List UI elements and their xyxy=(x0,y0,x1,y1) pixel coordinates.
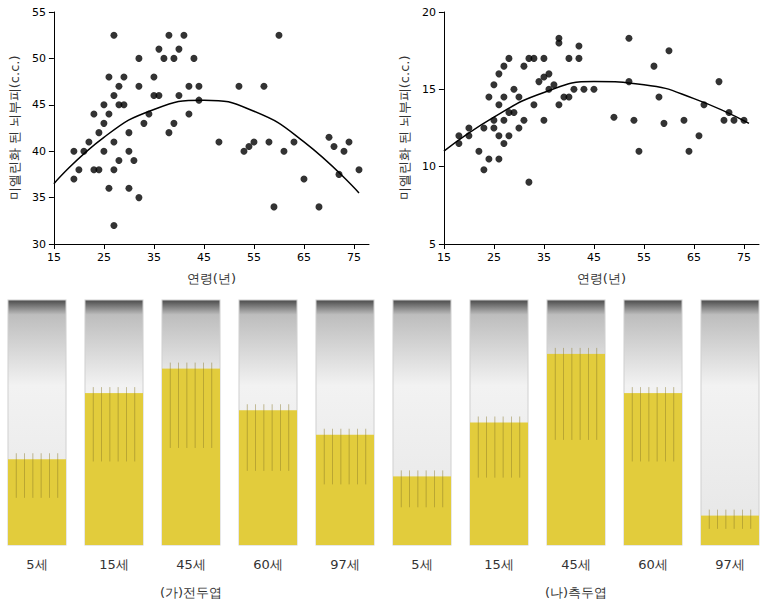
svg-text:75: 75 xyxy=(347,251,361,264)
svg-text:15세: 15세 xyxy=(99,557,129,572)
svg-text:45: 45 xyxy=(587,251,601,264)
svg-text:45: 45 xyxy=(197,251,211,264)
svg-text:15: 15 xyxy=(47,251,61,264)
svg-text:35: 35 xyxy=(537,251,551,264)
svg-text:97세: 97세 xyxy=(715,557,745,572)
svg-text:60세: 60세 xyxy=(253,557,283,572)
svg-text:50: 50 xyxy=(32,52,46,65)
svg-text:15: 15 xyxy=(422,83,436,96)
svg-text:5세: 5세 xyxy=(26,557,47,572)
svg-text:5세: 5세 xyxy=(411,557,432,572)
svg-text:15: 15 xyxy=(437,251,451,264)
svg-text:20: 20 xyxy=(422,6,436,19)
svg-text:미엘린화 된 뇌부피(c.c.): 미엘린화 된 뇌부피(c.c.) xyxy=(397,56,412,201)
svg-text:25: 25 xyxy=(97,251,111,264)
svg-text:60세: 60세 xyxy=(638,557,668,572)
svg-text:45: 45 xyxy=(32,98,46,111)
svg-text:35: 35 xyxy=(32,191,46,204)
svg-text:10: 10 xyxy=(422,160,436,173)
svg-text:55: 55 xyxy=(247,251,261,264)
svg-text:35: 35 xyxy=(147,251,161,264)
svg-text:65: 65 xyxy=(687,251,701,264)
svg-text:5: 5 xyxy=(429,238,436,251)
svg-text:65: 65 xyxy=(297,251,311,264)
svg-text:75: 75 xyxy=(737,251,751,264)
svg-text:30: 30 xyxy=(32,238,46,251)
svg-text:(나)측두엽: (나)측두엽 xyxy=(545,585,607,600)
svg-text:55: 55 xyxy=(32,6,46,19)
svg-text:연령(년): 연령(년) xyxy=(187,271,236,286)
svg-text:25: 25 xyxy=(487,251,501,264)
svg-text:연령(년): 연령(년) xyxy=(577,271,626,286)
svg-text:(가)전두엽: (가)전두엽 xyxy=(160,585,222,600)
svg-text:40: 40 xyxy=(32,145,46,158)
svg-text:미엘린화 된 뇌부피(c.c.): 미엘린화 된 뇌부피(c.c.) xyxy=(7,56,22,201)
svg-text:97세: 97세 xyxy=(330,557,360,572)
svg-text:55: 55 xyxy=(637,251,651,264)
svg-text:45세: 45세 xyxy=(176,557,206,572)
svg-text:15세: 15세 xyxy=(484,557,514,572)
svg-text:45세: 45세 xyxy=(561,557,591,572)
